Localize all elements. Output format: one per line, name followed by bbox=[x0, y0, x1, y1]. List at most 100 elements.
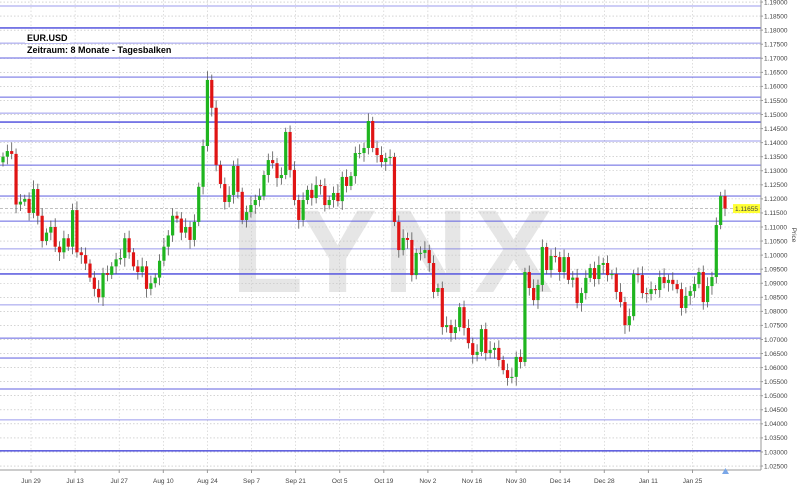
y-tick-label: 1.08000 bbox=[764, 309, 788, 316]
candle-body bbox=[697, 271, 701, 285]
candle-body bbox=[427, 250, 431, 263]
candle-body bbox=[23, 198, 27, 202]
x-tick-label: Dec 28 bbox=[594, 478, 615, 485]
candle-body bbox=[84, 255, 88, 264]
candle bbox=[49, 220, 53, 241]
candle bbox=[575, 268, 579, 309]
candle bbox=[166, 230, 170, 256]
candle bbox=[527, 265, 531, 296]
candle-body bbox=[157, 260, 162, 278]
candle bbox=[140, 257, 144, 278]
candle bbox=[375, 141, 379, 163]
candle-body bbox=[205, 79, 210, 147]
candle bbox=[553, 247, 557, 263]
candle-body bbox=[258, 196, 262, 201]
candle-body bbox=[431, 262, 436, 292]
candle-body bbox=[714, 225, 718, 278]
candle-body bbox=[614, 273, 618, 292]
candle bbox=[57, 241, 62, 262]
candle bbox=[36, 183, 40, 225]
candle-body bbox=[105, 273, 109, 275]
candle-body bbox=[549, 255, 553, 271]
candle-body bbox=[301, 200, 305, 220]
candle-body bbox=[658, 277, 662, 290]
candle-body bbox=[414, 252, 418, 276]
candle bbox=[279, 167, 283, 185]
candle bbox=[236, 158, 240, 199]
candle-body bbox=[305, 189, 310, 201]
candle bbox=[258, 188, 262, 207]
candle-body bbox=[18, 201, 22, 205]
candle bbox=[423, 241, 427, 259]
x-tick-label: Oct 5 bbox=[332, 478, 348, 485]
candle bbox=[131, 248, 136, 271]
candle bbox=[127, 230, 131, 259]
candle-body bbox=[575, 277, 579, 303]
candle bbox=[153, 273, 157, 288]
candle-body bbox=[131, 252, 136, 267]
candle bbox=[623, 296, 627, 334]
candle-body bbox=[540, 246, 544, 285]
y-tick-label: 1.15000 bbox=[764, 112, 788, 119]
candle bbox=[384, 152, 388, 171]
candle bbox=[66, 234, 70, 251]
candle-body bbox=[297, 200, 301, 220]
y-tick-label: 1.08500 bbox=[764, 295, 788, 302]
candle bbox=[184, 218, 188, 238]
candle bbox=[427, 244, 431, 272]
candle bbox=[345, 169, 349, 193]
candle-body bbox=[497, 347, 501, 361]
candle-body bbox=[388, 156, 392, 159]
candle-body bbox=[79, 252, 83, 256]
candle-body bbox=[44, 232, 49, 242]
candle bbox=[371, 116, 375, 153]
candle bbox=[75, 201, 79, 258]
candle bbox=[366, 113, 370, 155]
candle-body bbox=[418, 252, 423, 254]
candle bbox=[662, 268, 666, 289]
candle-body bbox=[49, 227, 53, 233]
candle-body bbox=[240, 191, 244, 220]
candle-body bbox=[684, 295, 688, 308]
candle bbox=[653, 284, 658, 295]
candle-body bbox=[92, 277, 96, 289]
candle bbox=[692, 276, 697, 298]
x-tick-label: Nov 2 bbox=[419, 478, 436, 485]
candle-body bbox=[405, 237, 410, 240]
y-tick-label: 1.17500 bbox=[764, 42, 788, 49]
candle-body bbox=[649, 289, 653, 294]
candle bbox=[40, 208, 44, 248]
candle-body bbox=[136, 266, 140, 272]
y-tick-label: 1.07500 bbox=[764, 323, 788, 330]
candle bbox=[27, 192, 31, 221]
candle-body bbox=[401, 237, 405, 251]
candle bbox=[31, 180, 36, 219]
y-tick-label: 1.18500 bbox=[764, 13, 788, 20]
candle-body bbox=[445, 325, 449, 328]
candle-body bbox=[353, 153, 357, 177]
candle-body bbox=[588, 268, 592, 278]
candle bbox=[388, 149, 392, 165]
candle bbox=[610, 269, 614, 280]
candle bbox=[505, 363, 510, 386]
candle bbox=[540, 239, 544, 292]
candle-body bbox=[423, 250, 427, 253]
candle bbox=[701, 265, 705, 310]
candle bbox=[18, 194, 22, 211]
candle bbox=[514, 351, 518, 386]
candle-body bbox=[518, 356, 523, 362]
candle-body bbox=[88, 263, 92, 278]
candle bbox=[510, 368, 514, 384]
candle-body bbox=[114, 259, 118, 267]
y-tick-label: 1.13000 bbox=[764, 168, 788, 175]
x-tick-label: Aug 24 bbox=[197, 478, 218, 485]
candle-body bbox=[144, 266, 149, 289]
candle-body bbox=[101, 273, 105, 298]
candle bbox=[288, 125, 292, 178]
candle-body bbox=[331, 192, 336, 201]
candle bbox=[571, 271, 575, 288]
candle bbox=[53, 218, 57, 253]
candle bbox=[44, 228, 49, 246]
candle bbox=[710, 271, 714, 295]
